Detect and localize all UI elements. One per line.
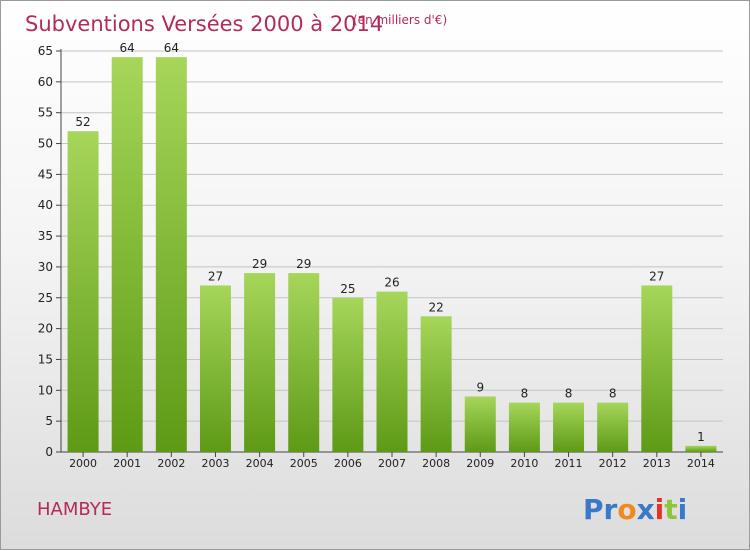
y-tick-label: 60 — [38, 75, 53, 89]
proxiti-logo: Proxiti — [583, 493, 687, 526]
bar-2012 — [597, 402, 629, 452]
value-label-2012: 8 — [609, 387, 617, 401]
y-tick-label: 55 — [38, 106, 53, 120]
x-tick-label-2005: 2005 — [290, 457, 318, 470]
value-label-2001: 64 — [120, 41, 135, 55]
bars — [67, 57, 717, 453]
bar-2004 — [244, 273, 276, 452]
y-tick-label: 20 — [38, 322, 53, 336]
y-tick-label: 65 — [38, 44, 53, 58]
y-tick-label: 40 — [38, 198, 53, 212]
bar-2007 — [376, 291, 408, 452]
bar-2006 — [332, 297, 364, 452]
x-tick-label-2000: 2000 — [69, 457, 97, 470]
bar-2014 — [685, 445, 717, 452]
logo-letter: x — [637, 493, 655, 526]
y-tick-label: 25 — [38, 291, 53, 305]
x-tick-label-2006: 2006 — [334, 457, 362, 470]
value-label-2014: 1 — [697, 430, 705, 444]
chart-unit: (en milliers d'€) — [353, 13, 447, 27]
logo-letter: i — [678, 493, 688, 526]
x-tick-label-2011: 2011 — [555, 457, 583, 470]
x-tick-label-2014: 2014 — [687, 457, 715, 470]
value-label-2007: 26 — [384, 276, 399, 290]
value-label-2003: 27 — [208, 269, 223, 283]
x-tick-label-2001: 2001 — [113, 457, 141, 470]
x-tick-label-2012: 2012 — [599, 457, 627, 470]
bar-2013 — [641, 285, 673, 452]
x-tick-label-2013: 2013 — [643, 457, 671, 470]
logo-letter: r — [604, 493, 618, 526]
bar-2010 — [508, 402, 540, 452]
value-label-2013: 27 — [649, 269, 664, 283]
chart-title: Subventions Versées 2000 à 2014 — [25, 12, 383, 36]
logo-letter: t — [664, 493, 677, 526]
y-tick-label: 30 — [38, 260, 53, 274]
y-tick-labels: 0 5 10 15 20 25 30 35 40 45 50 55 60 65 — [38, 44, 53, 459]
y-tick-label: 45 — [38, 167, 53, 181]
y-tick-label: 5 — [45, 414, 53, 428]
bar-2005 — [288, 273, 320, 452]
x-tick-label-2003: 2003 — [201, 457, 229, 470]
logo-letter: i — [655, 493, 665, 526]
value-label-2004: 29 — [252, 257, 267, 271]
x-tick-label-2008: 2008 — [422, 457, 450, 470]
x-tick-label-2010: 2010 — [510, 457, 538, 470]
bar-2011 — [553, 402, 585, 452]
value-label-2011: 8 — [565, 387, 573, 401]
bar-2001 — [111, 57, 143, 453]
bar-2003 — [199, 285, 231, 452]
bar-2000 — [67, 131, 99, 452]
y-tick-label: 15 — [38, 352, 53, 366]
logo-text: Proxiti — [583, 493, 687, 526]
y-tick-label: 35 — [38, 229, 53, 243]
value-label-2009: 9 — [476, 380, 484, 394]
x-tick-label-2007: 2007 — [378, 457, 406, 470]
logo-letter: o — [617, 493, 636, 526]
value-label-2002: 64 — [164, 41, 179, 55]
value-label-2000: 52 — [75, 115, 90, 129]
value-label-2006: 25 — [340, 282, 355, 296]
x-tick-label-2009: 2009 — [466, 457, 494, 470]
logo-letter: P — [583, 493, 604, 526]
commune-name: HAMBYE — [37, 499, 112, 520]
bar-2009 — [464, 396, 496, 452]
bar-2008 — [420, 316, 452, 452]
value-labels: 52 64 64 27 29 29 25 26 22 9 8 8 8 27 1 — [75, 41, 704, 444]
y-tick-label: 0 — [45, 445, 53, 459]
value-label-2008: 22 — [428, 300, 443, 314]
x-tick-label-2002: 2002 — [157, 457, 185, 470]
value-label-2010: 8 — [521, 387, 529, 401]
y-tick-label: 50 — [38, 137, 53, 151]
y-tick-label: 10 — [38, 383, 53, 397]
x-tick-labels: 2000 2001 2002 2003 2004 2005 2006 2007 2008 2009… — [69, 457, 715, 470]
x-tick-label-2004: 2004 — [246, 457, 274, 470]
bar-2002 — [155, 57, 187, 453]
value-label-2005: 29 — [296, 257, 311, 271]
